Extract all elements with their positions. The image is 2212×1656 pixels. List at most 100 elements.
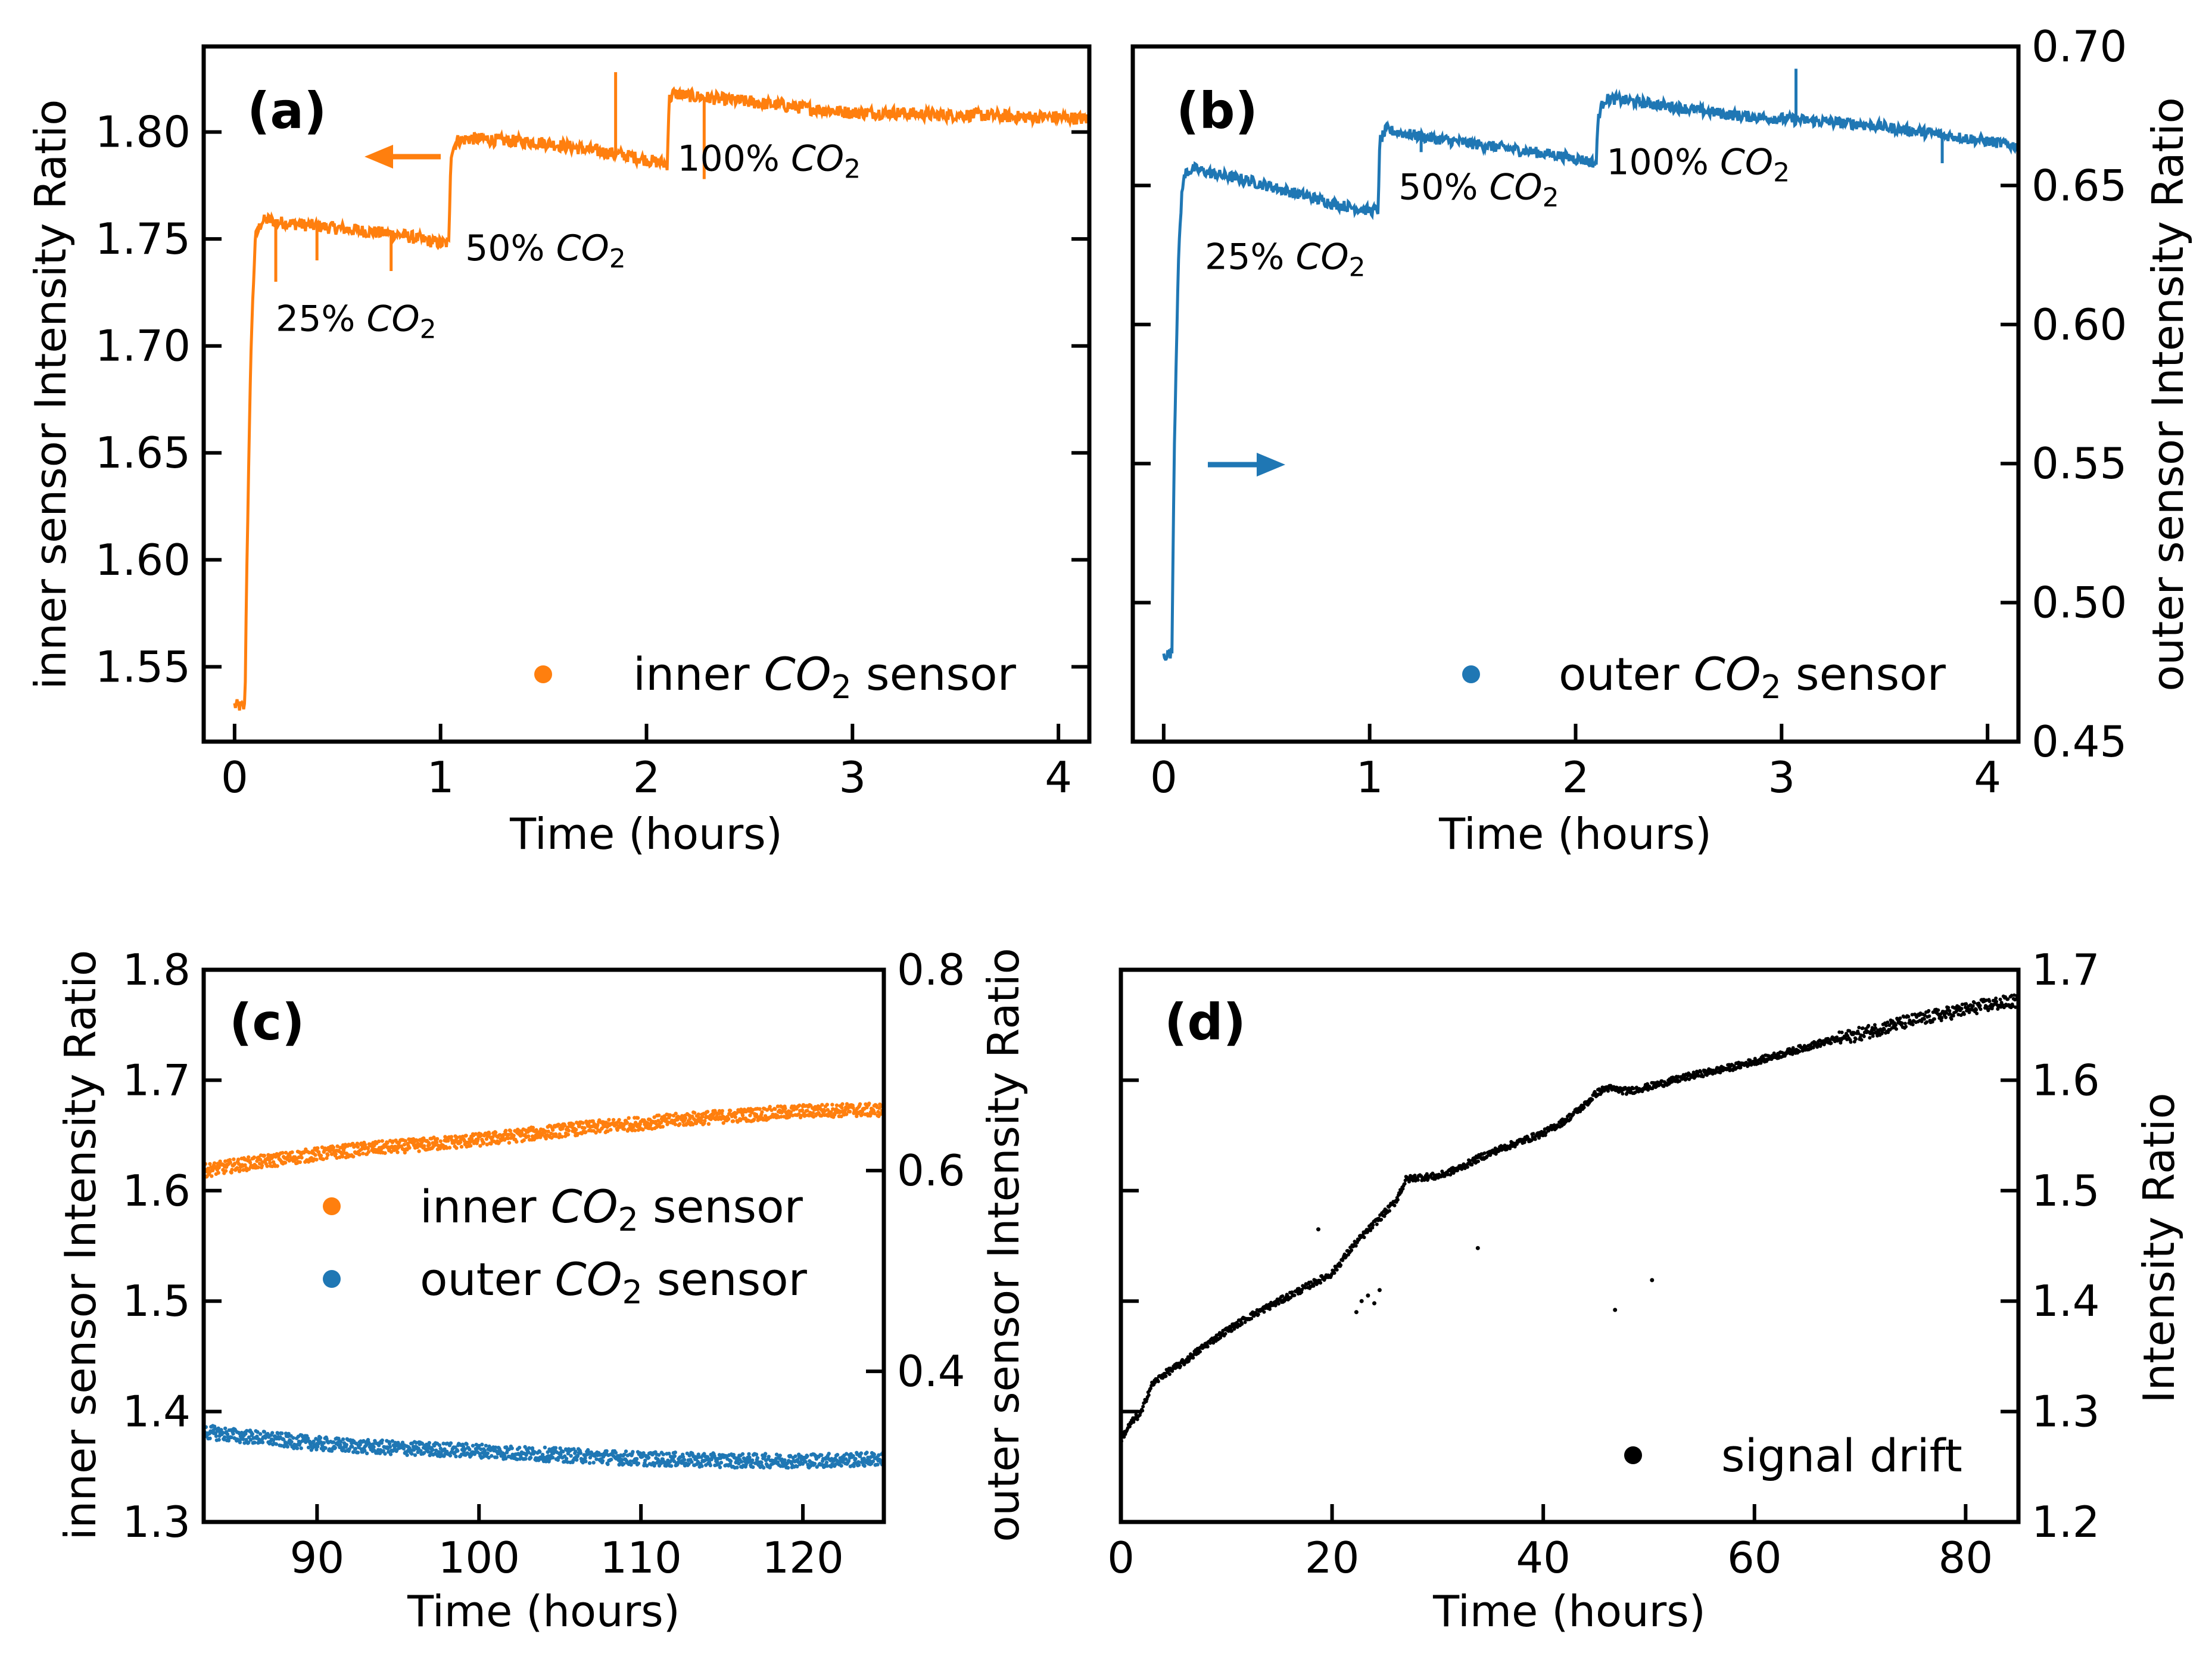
inner-sensor-point (673, 1122, 678, 1126)
inner-sensor-point (611, 1118, 616, 1122)
x-tick-label: 60 (1727, 1533, 1782, 1583)
inner-sensor-point (799, 1113, 803, 1118)
signal-drift-point (1335, 1268, 1339, 1272)
inner-sensor-point (544, 1137, 548, 1141)
signal-drift-point (1292, 1293, 1297, 1297)
inner-sensor-point (566, 1132, 571, 1137)
inner-sensor-point (699, 1118, 703, 1122)
inner-sensor-point (464, 1134, 468, 1138)
outer-sensor-point (253, 1440, 257, 1445)
inner-sensor-point (238, 1168, 242, 1172)
signal-drift-point (1522, 1140, 1526, 1144)
outer-sensor-point (718, 1465, 722, 1470)
signal-drift-point (1590, 1097, 1594, 1101)
signal-drift-point (1762, 1057, 1766, 1061)
outer-sensor-point (762, 1465, 766, 1470)
outer-sensor-point (564, 1456, 569, 1461)
inner-sensor-point (557, 1135, 561, 1140)
outer-sensor-point (456, 1449, 460, 1453)
signal-drift-outlier (1366, 1293, 1370, 1298)
signal-drift-point (1873, 1026, 1877, 1030)
outer-sensor-point (605, 1449, 609, 1453)
panel-b-legend-label: outer CO2 sensor (1559, 648, 1946, 706)
inner-sensor-point (338, 1155, 342, 1159)
outer-sensor-point (682, 1458, 687, 1462)
inner-sensor-point (357, 1153, 362, 1157)
outer-sensor-point (485, 1451, 490, 1455)
inner-sensor-point (584, 1130, 588, 1134)
signal-drift-point (1837, 1030, 1842, 1034)
inner-sensor-point (625, 1120, 630, 1125)
signal-drift-outlier (1354, 1310, 1359, 1315)
signal-drift-point (1300, 1290, 1304, 1294)
inner-sensor-point (700, 1115, 705, 1119)
outer-sensor-point (356, 1450, 360, 1455)
signal-drift-point (1182, 1362, 1186, 1366)
signal-drift-point (1379, 1218, 1384, 1222)
outer-sensor-point (657, 1453, 661, 1457)
outer-sensor-point (687, 1453, 691, 1458)
signal-drift-point (1235, 1325, 1239, 1329)
outer-sensor-point (331, 1440, 336, 1445)
inner-sensor-point (829, 1110, 833, 1115)
signal-drift-point (1198, 1350, 1202, 1354)
outer-sensor-point (578, 1451, 583, 1455)
y-tick-label: 1.55 (95, 642, 191, 692)
outer-sensor-point (416, 1446, 420, 1450)
inner-sensor-point (507, 1141, 512, 1145)
panel-b-annotations: 25% CO2 50% CO2 100% CO2 (1205, 142, 1790, 283)
co2-annotation: 50% CO2 (1398, 167, 1559, 213)
inner-sensor-point (768, 1104, 772, 1109)
outer-sensor-point (629, 1462, 633, 1467)
inner-sensor-point (417, 1149, 421, 1153)
outer-sensor-point (827, 1452, 831, 1456)
outer-sensor-point (431, 1448, 435, 1452)
outer-sensor-point (266, 1431, 270, 1436)
panel-a-frame (201, 44, 1092, 744)
y-tick-label: 1.65 (95, 428, 191, 478)
signal-drift-point (1939, 1019, 1943, 1023)
outer-sensor-point (740, 1452, 745, 1456)
inner-sensor-point (443, 1135, 447, 1139)
panel-a-data (233, 72, 1091, 711)
outer-sensor-point (258, 1432, 263, 1436)
signal-drift-point (1354, 1244, 1358, 1248)
signal-drift-point (1122, 1435, 1126, 1439)
outer-sensor-point (515, 1457, 519, 1461)
outer-sensor-point (490, 1453, 494, 1458)
outer-sensor-point (636, 1461, 641, 1465)
signal-drift-point (1925, 1020, 1929, 1024)
y-tick-label: 1.3 (122, 1497, 191, 1547)
signal-drift-point (1531, 1132, 1535, 1136)
signal-drift-point (1413, 1173, 1417, 1178)
inner-sensor-point (479, 1133, 484, 1138)
signal-drift-point (1290, 1290, 1294, 1294)
outer-sensor-point (339, 1440, 343, 1444)
x-tick-label: 1 (427, 752, 454, 802)
outer-sensor-point (574, 1449, 578, 1453)
inner-sensor-point (487, 1132, 491, 1136)
legend-marker (323, 1270, 341, 1288)
y-tick-label: 0.6 (897, 1145, 965, 1196)
inner-sensor-point (551, 1128, 555, 1132)
inner-sensor-point (361, 1151, 365, 1156)
outer-sensor-point (763, 1452, 768, 1456)
x-tick-label: 90 (290, 1533, 345, 1583)
inner-sensor-point (356, 1145, 360, 1149)
inner-sensor-point (773, 1107, 777, 1112)
signal-drift-point (1946, 1006, 1951, 1010)
outer-sensor-point (825, 1464, 830, 1468)
inner-sensor-point (462, 1139, 466, 1143)
outer-sensor-point (383, 1452, 387, 1456)
outer-sensor-point (363, 1449, 367, 1453)
inner-sensor-point (402, 1143, 407, 1147)
inner-sensor-point (867, 1101, 871, 1106)
signal-drift-point (1900, 1021, 1904, 1025)
signal-drift-point (1281, 1294, 1285, 1298)
inner-sensor-point (563, 1123, 567, 1128)
outer-sensor-point (661, 1452, 666, 1456)
inner-sensor-point (633, 1128, 637, 1132)
inner-sensor-point (307, 1150, 311, 1155)
outer-sensor-point (645, 1464, 649, 1468)
inner-sensor-point (314, 1157, 319, 1162)
